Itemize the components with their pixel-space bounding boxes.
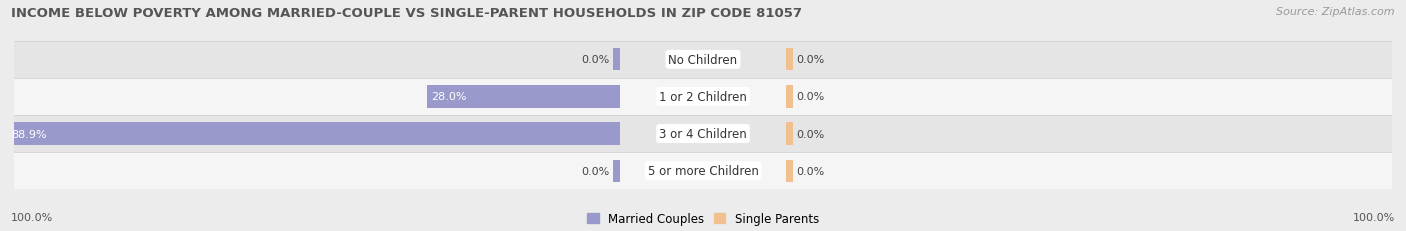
- Legend: Married Couples, Single Parents: Married Couples, Single Parents: [586, 212, 820, 225]
- Text: 0.0%: 0.0%: [582, 55, 610, 65]
- Text: 88.9%: 88.9%: [11, 129, 46, 139]
- Bar: [14, 42, 1392, 79]
- Bar: [427, 86, 620, 108]
- Text: 0.0%: 0.0%: [796, 166, 824, 176]
- Text: INCOME BELOW POVERTY AMONG MARRIED-COUPLE VS SINGLE-PARENT HOUSEHOLDS IN ZIP COD: INCOME BELOW POVERTY AMONG MARRIED-COUPL…: [11, 7, 803, 20]
- Text: 100.0%: 100.0%: [11, 212, 53, 222]
- Text: 1 or 2 Children: 1 or 2 Children: [659, 91, 747, 103]
- Bar: [8, 123, 620, 145]
- Bar: [14, 152, 1392, 189]
- Text: 0.0%: 0.0%: [796, 92, 824, 102]
- Text: 0.0%: 0.0%: [796, 55, 824, 65]
- Text: 100.0%: 100.0%: [1353, 212, 1395, 222]
- Bar: [613, 49, 620, 71]
- Bar: [786, 160, 793, 182]
- Text: 28.0%: 28.0%: [430, 92, 467, 102]
- Text: Source: ZipAtlas.com: Source: ZipAtlas.com: [1277, 7, 1395, 17]
- Bar: [786, 123, 793, 145]
- Bar: [613, 160, 620, 182]
- Bar: [14, 116, 1392, 152]
- Bar: [786, 86, 793, 108]
- Text: 0.0%: 0.0%: [582, 166, 610, 176]
- Bar: [14, 79, 1392, 116]
- Text: No Children: No Children: [668, 54, 738, 67]
- Text: 3 or 4 Children: 3 or 4 Children: [659, 128, 747, 140]
- Bar: [786, 49, 793, 71]
- Text: 5 or more Children: 5 or more Children: [648, 164, 758, 177]
- Text: 0.0%: 0.0%: [796, 129, 824, 139]
